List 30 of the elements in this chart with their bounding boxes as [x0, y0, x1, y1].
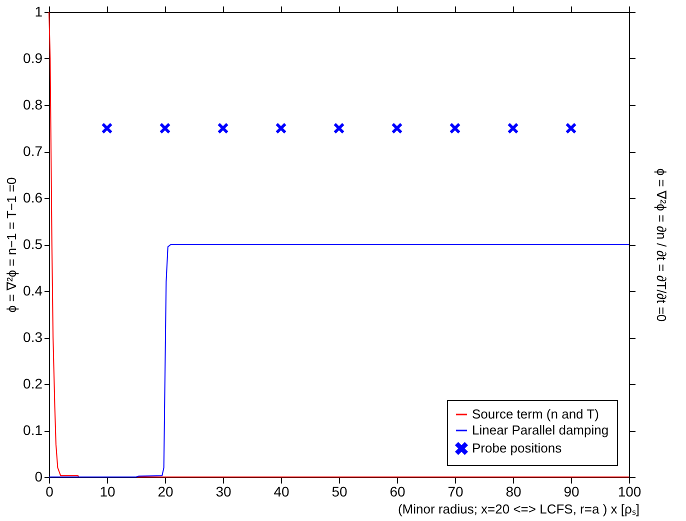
x-tick-label: 80: [506, 484, 522, 500]
y-axis-title: ϕ = ∇²ϕ = n−1 = T−1 =0: [4, 177, 20, 313]
y-tick-label: 0.1: [23, 422, 43, 438]
x-tick-label: 90: [564, 484, 580, 500]
line-series: [48, 12, 630, 478]
x-axis-title: (Minor radius; x=20 <=> LCFS, r=a ) x [ρₛ]: [398, 502, 640, 516]
y2-axis-title: ϕ = ∇²ϕ = ∂n / ∂t = ∂T/∂t =0: [654, 168, 669, 322]
legend-label: Linear Parallel damping: [472, 422, 609, 438]
y-tick-label: 0.8: [23, 96, 43, 112]
x-tick-label: 40: [274, 484, 290, 500]
y-tick-label: 0.3: [23, 329, 43, 345]
x-tick-label: 50: [332, 484, 348, 500]
x-tick-label: 60: [390, 484, 406, 500]
x-tick-label: 30: [216, 484, 232, 500]
legend-label: Source term (n and T): [472, 406, 599, 422]
y-tick-label: 0.5: [23, 236, 43, 252]
x-tick-label: 70: [448, 484, 464, 500]
line-series: [48, 244, 630, 478]
y-tick-label: 0.7: [23, 143, 43, 159]
x-tick-label: 100: [618, 484, 642, 500]
x-tick-label: 0: [46, 484, 54, 500]
x-tick-label: 10: [100, 484, 116, 500]
legend-label: Probe positions: [472, 440, 562, 456]
y-tick-label: 0.9: [23, 50, 43, 66]
y-tick-label: 0.6: [23, 190, 43, 206]
y-tick-label: 1: [34, 4, 43, 20]
x-tick-label: 20: [158, 484, 174, 500]
y-tick-label: 0: [34, 468, 43, 484]
y-tick-label: 0.2: [23, 376, 43, 392]
y-tick-label: 0.4: [23, 282, 43, 298]
